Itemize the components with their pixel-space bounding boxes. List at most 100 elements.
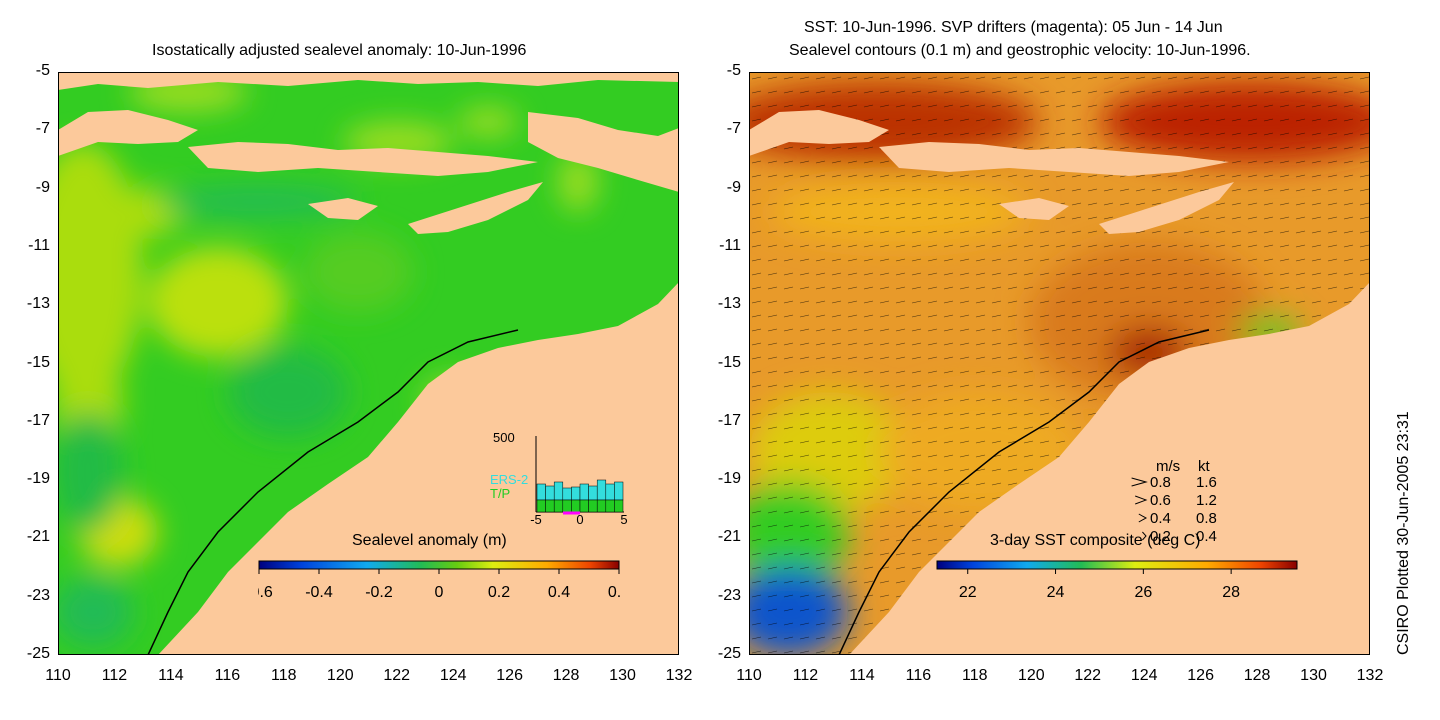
lon-tick-label: 116	[214, 667, 241, 684]
lat-tick-label: -13	[26, 295, 50, 313]
right-colorbar: 22 24 26 28	[936, 560, 1298, 601]
lon-tick-label: 116	[905, 667, 932, 684]
inset-bar-tp	[614, 499, 624, 513]
lat-tick-label: -23	[26, 586, 50, 604]
lat-tick-label: -15	[26, 353, 50, 371]
lon-tick-label: 128	[552, 667, 580, 684]
sealevel-anomaly-field	[58, 72, 598, 647]
velocity-legend-rows: 0.8 1.60.6 1.20.4 0.80.2 0.4	[1131, 474, 1217, 545]
velocity-legend-kt: 1.2	[1196, 492, 1217, 509]
lon-tick-label: 122	[383, 667, 411, 684]
inset-bar-tp	[571, 499, 581, 513]
lat-tick-label: -7	[726, 120, 741, 138]
inset-bar-tp	[588, 499, 598, 513]
velocity-legend-arrow	[1131, 477, 1148, 487]
lat-tick-label: -25	[717, 645, 741, 662]
axis-frame	[58, 72, 679, 655]
inset-bar-tp	[545, 499, 555, 513]
lat-tick-label: -7	[35, 120, 50, 138]
inset-legend-tp: T/P	[490, 486, 510, 501]
lon-tick-label: 126	[1187, 667, 1214, 684]
inset-legend-ers2: ERS-2	[490, 472, 528, 487]
lat-tick-label: -15	[717, 353, 741, 371]
velocity-legend-ms: 0.4	[1150, 510, 1171, 527]
inset-bar-tp	[579, 499, 589, 513]
land-lesser-sunda	[188, 142, 538, 176]
lon-tick-label: 112	[792, 667, 819, 684]
inset-bar-ers2	[579, 483, 589, 501]
right-map-title-line2: Sealevel contours (0.1 m) and geostrophi…	[789, 42, 1251, 59]
shelf-contour	[147, 329, 519, 655]
colorbar-tick-label: -0.6	[258, 584, 273, 601]
lon-tick-label: 112	[101, 667, 128, 684]
inset-ymax-label: 500	[493, 430, 515, 445]
lon-tick-label: 110	[736, 667, 762, 684]
velocity-legend-kt: 0.8	[1196, 510, 1217, 527]
lat-tick-label: -5	[35, 62, 50, 79]
inset-bar-ers2	[553, 481, 564, 501]
inset-bar-tp	[553, 499, 564, 513]
lon-tick-label: 130	[1300, 667, 1327, 684]
axis-frame	[749, 72, 1370, 655]
lon-tick-label: 126	[496, 667, 523, 684]
lon-tick-label: 124	[1130, 667, 1158, 684]
inset-bar-ers2	[536, 483, 546, 501]
velocity-legend-arrow	[1142, 531, 1147, 541]
colorbar-tick-label: 0.6	[608, 584, 622, 601]
track-histogram-inset: 500 ERS-2 T/P -5 0 5	[490, 430, 628, 526]
velocity-legend-arrow	[1138, 513, 1148, 523]
velocity-legend-kt: 0.4	[1196, 528, 1217, 545]
land-timor	[408, 182, 543, 234]
lat-tick-label: -25	[26, 645, 50, 662]
colorbar-tick-label: -0.4	[305, 584, 333, 601]
lat-tick-label: -13	[717, 295, 741, 313]
lat-tick-label: -19	[26, 470, 50, 488]
inset-bar-ers2	[605, 483, 615, 501]
lon-tick-label: 118	[271, 667, 297, 684]
right-colorbar-ramp	[936, 560, 1298, 570]
lat-tick-label: -23	[717, 586, 741, 604]
shelf-contour	[838, 329, 1210, 655]
colorbar-tick-label: 22	[959, 584, 977, 601]
inset-bar-tp	[536, 499, 546, 513]
right-map-title-line1: SST: 10-Jun-1996. SVP drifters (magenta)…	[804, 19, 1223, 36]
right-colorbar-ticks: 22 24 26 28	[959, 569, 1240, 601]
land-lesser-sunda	[879, 142, 1229, 176]
velocity-legend-ms: 0.8	[1150, 474, 1171, 491]
lon-tick-label: 120	[1017, 667, 1045, 684]
left-sealevel-map	[58, 72, 679, 655]
colorbar-tick-label: 0	[435, 584, 444, 601]
velocity-legend-ms: 0.2	[1150, 528, 1171, 545]
inset-bar-tp	[562, 499, 572, 513]
lon-tick-label: 114	[158, 667, 184, 684]
land-north	[58, 72, 679, 90]
inset-bar-ers2	[571, 486, 581, 501]
colorbar-tick-label: 0.4	[548, 584, 570, 601]
land-timor	[1099, 182, 1234, 234]
inset-bar-ers2	[588, 485, 598, 501]
left-map-title: Isostatically adjusted sealevel anomaly:…	[152, 42, 527, 59]
left-colorbar-ramp	[258, 560, 620, 570]
lon-tick-label: 120	[326, 667, 354, 684]
lat-tick-label: -21	[717, 528, 741, 546]
colorbar-tick-label: 28	[1222, 584, 1240, 601]
velocity-legend-kt-header: kt	[1198, 458, 1211, 475]
lon-tick-label: 132	[1356, 667, 1384, 684]
left-colorbar-label: Sealevel anomaly (m)	[352, 532, 507, 549]
left-colorbar-ticks: -0.6 -0.4 -0.2 0 0.2 0.4 0.6	[258, 569, 622, 601]
inset-bar-ers2	[596, 479, 607, 501]
inset-bar-tp	[596, 499, 607, 513]
land-sumba	[308, 198, 378, 220]
velocity-legend-ms-header: m/s	[1156, 458, 1180, 475]
lat-tick-label: -5	[726, 62, 741, 79]
land-java	[58, 110, 198, 156]
lon-tick-label: 132	[665, 667, 693, 684]
lat-tick-label: -17	[717, 411, 741, 429]
inset-bar-ers2	[562, 487, 572, 501]
inset-bar-ers2	[545, 485, 555, 501]
lon-tick-label: 122	[1074, 667, 1102, 684]
lon-tick-label: 114	[849, 667, 875, 684]
lon-tick-label: 128	[1243, 667, 1271, 684]
inset-xtick: 5	[620, 512, 627, 526]
velocity-legend-kt: 1.6	[1196, 474, 1217, 491]
